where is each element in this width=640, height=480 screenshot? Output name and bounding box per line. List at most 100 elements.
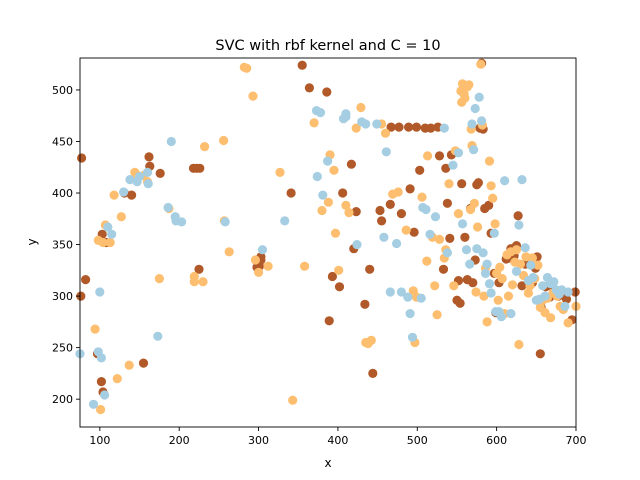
data-point xyxy=(484,156,495,166)
data-point xyxy=(497,274,507,284)
data-point xyxy=(426,123,436,133)
data-point xyxy=(561,294,572,304)
data-point xyxy=(396,209,406,219)
data-point xyxy=(119,187,129,197)
data-point xyxy=(125,175,135,185)
data-point xyxy=(465,259,475,269)
data-point xyxy=(460,232,470,242)
data-point xyxy=(444,179,454,189)
data-point xyxy=(496,312,506,322)
data-point xyxy=(107,229,117,239)
data-point xyxy=(434,234,445,244)
data-point xyxy=(479,291,489,301)
data-point xyxy=(511,245,522,255)
data-point xyxy=(442,198,452,208)
data-point xyxy=(488,193,498,203)
data-point xyxy=(490,219,500,229)
data-point xyxy=(486,181,496,191)
data-point xyxy=(334,282,345,292)
data-point xyxy=(470,103,480,114)
data-point xyxy=(411,122,422,132)
data-point xyxy=(385,199,395,209)
data-point xyxy=(453,209,464,219)
data-point xyxy=(503,291,514,301)
data-point xyxy=(351,123,361,133)
data-point xyxy=(124,360,134,370)
x-tick-label: 700 xyxy=(566,434,587,447)
data-point xyxy=(334,265,344,275)
data-point xyxy=(200,142,210,152)
chart-title: SVC with rbf kernel and C = 10 xyxy=(215,38,440,54)
data-point xyxy=(430,212,441,222)
data-point xyxy=(163,202,173,213)
data-point xyxy=(421,204,431,215)
data-point xyxy=(403,292,413,302)
data-point xyxy=(344,208,354,218)
data-point xyxy=(96,404,106,415)
y-axis-label: y xyxy=(25,238,39,245)
x-tick-label: 400 xyxy=(327,434,348,447)
data-point xyxy=(441,163,451,173)
data-point xyxy=(386,122,396,132)
data-point xyxy=(341,109,351,119)
data-point xyxy=(76,291,86,301)
data-point xyxy=(138,358,149,368)
data-point xyxy=(523,288,534,298)
data-point xyxy=(478,248,488,258)
data-point xyxy=(324,316,334,326)
data-point xyxy=(430,281,440,291)
data-point xyxy=(100,390,110,400)
plot-frame xyxy=(79,57,577,428)
data-point xyxy=(323,197,333,207)
data-point xyxy=(275,167,285,177)
data-point xyxy=(486,288,496,298)
y-axis-ticks: 200 250 300 350 400 450 500 xyxy=(52,84,80,406)
data-point xyxy=(394,122,404,132)
data-point xyxy=(449,281,459,291)
data-point xyxy=(257,245,268,255)
x-tick-label: 500 xyxy=(407,434,428,447)
data-point xyxy=(455,298,465,308)
data-point xyxy=(482,259,492,269)
data-point xyxy=(513,211,523,221)
data-point xyxy=(361,119,371,129)
data-point xyxy=(401,225,411,235)
data-point xyxy=(127,190,137,200)
data-point xyxy=(520,243,530,253)
data-point xyxy=(177,217,187,227)
y-tick-label: 350 xyxy=(52,239,73,252)
data-point xyxy=(405,184,415,194)
data-point xyxy=(549,277,559,287)
data-point xyxy=(469,198,479,208)
data-point xyxy=(500,176,510,186)
data-point xyxy=(377,216,387,226)
data-point xyxy=(495,262,505,272)
data-point xyxy=(526,260,536,270)
data-point xyxy=(105,237,115,248)
data-point xyxy=(96,353,106,363)
data-point xyxy=(194,264,204,274)
data-point xyxy=(396,287,406,297)
data-point xyxy=(381,147,391,157)
data-point xyxy=(392,238,402,249)
data-point xyxy=(318,190,328,200)
data-point xyxy=(432,310,442,320)
data-point xyxy=(416,293,426,303)
data-point xyxy=(116,212,126,222)
data-point xyxy=(546,313,556,323)
data-point xyxy=(442,248,452,258)
data-point xyxy=(250,255,260,265)
y-tick-label: 200 xyxy=(52,393,73,406)
data-point xyxy=(143,179,153,189)
x-tick-label: 300 xyxy=(248,434,269,447)
y-tick-label: 400 xyxy=(52,187,73,200)
data-point xyxy=(297,60,307,70)
data-point xyxy=(142,167,153,177)
data-point xyxy=(286,188,296,198)
data-point xyxy=(323,156,333,166)
data-point xyxy=(422,256,432,266)
y-tick-label: 250 xyxy=(52,342,73,355)
data-point xyxy=(219,135,229,146)
data-point xyxy=(506,309,516,319)
